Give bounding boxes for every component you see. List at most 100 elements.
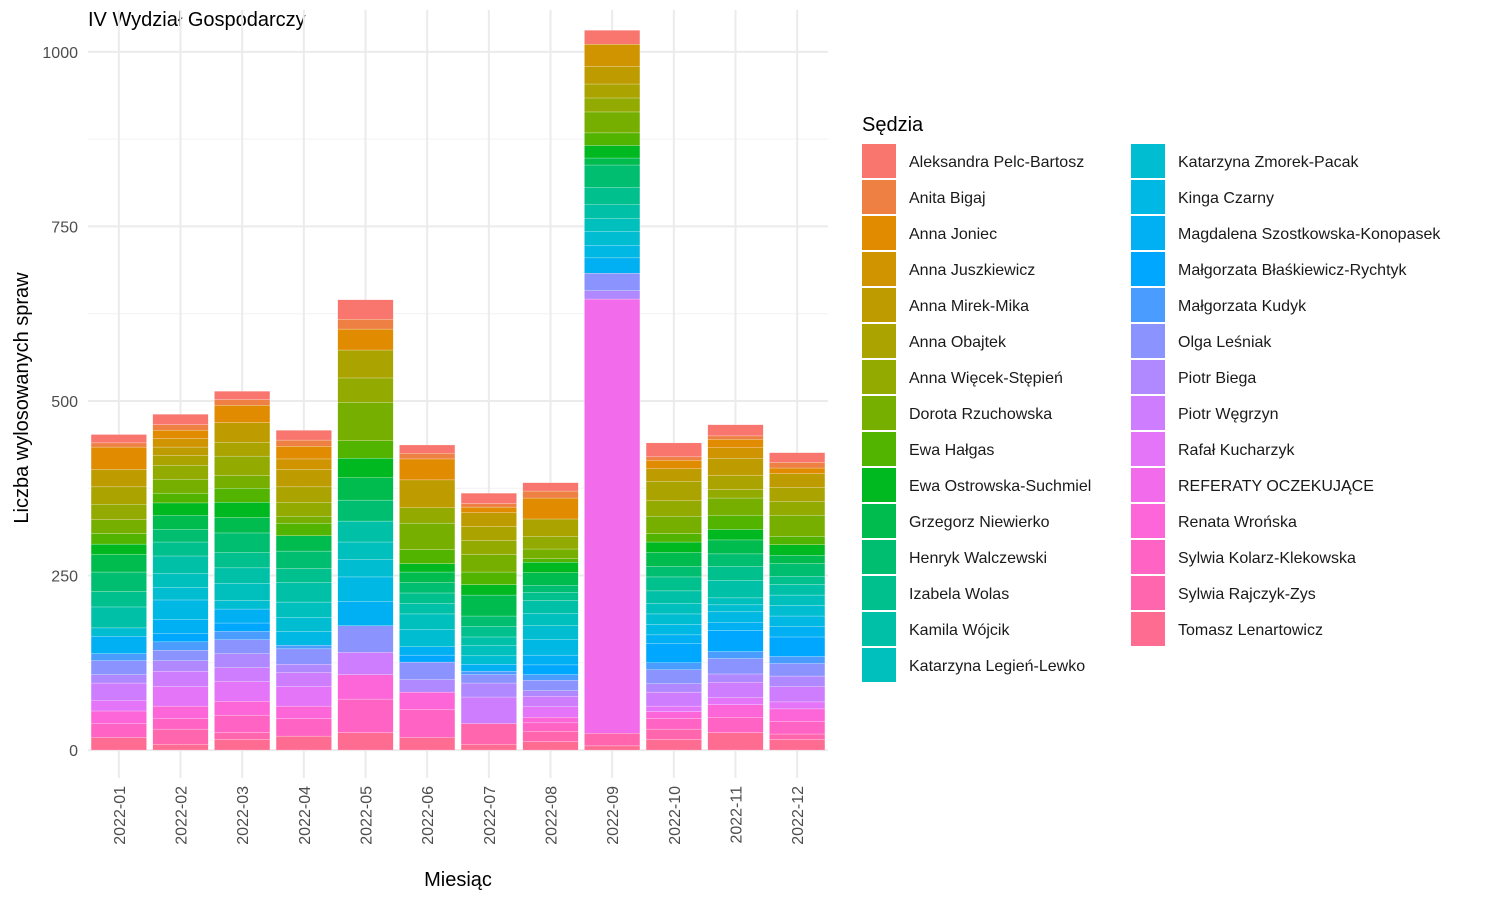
legend-item: Małgorzata Kudyk <box>1131 288 1307 322</box>
bar-segment: Kinga Czarny: 15 <box>769 615 826 627</box>
bar-segment: Aleksandra Pelc-Bartosz: 12 <box>214 391 271 400</box>
legend-label: Sylwia Rajczyk-Zys <box>1178 586 1316 603</box>
x-tick-label: 2022-08 <box>544 786 561 845</box>
legend-item: Dorota Rzuchowska <box>862 396 1052 430</box>
legend-swatch <box>1131 612 1165 646</box>
bar-segment: Anna Mirek-Mika: 25 <box>90 469 147 488</box>
bar-segment: Tomasz Lenartowicz: 25 <box>337 732 394 751</box>
bar-segment: Anna Mirek-Mika: 12 <box>152 446 209 456</box>
x-tick-label: 2022-11 <box>729 786 746 844</box>
bar-segment: Anna Mirek-Mika: 20 <box>460 512 517 527</box>
bar-stack-2022-11: Tomasz Lenartowicz: 25Sylwia Kolarz-Klek… <box>707 424 764 751</box>
legend-item: Piotr Biega <box>1131 360 1256 394</box>
bar-segment: Magdalena Szostkowska-Konopasek: 22 <box>584 257 641 274</box>
legend-item: Małgorzata Błaśkiewicz-Rychtyk <box>1131 252 1408 286</box>
bar-segment: Anna Obajtek: 25 <box>90 486 147 505</box>
bar-segment: Izabela Wolas: 15 <box>460 626 517 638</box>
bar-segment: Małgorzata Błaśkiewicz-Rychtyk: 14 <box>522 664 579 675</box>
bar-segment: Olga Leśniak: 25 <box>399 661 456 680</box>
bar-segment: Katarzyna Legień-Lewko: 18 <box>522 613 579 626</box>
bar-segment: Grzegorz Niewierko: 20 <box>645 552 702 567</box>
bar-segment: Anna Joniec: 18 <box>275 446 332 460</box>
bar-segment: Katarzyna Zmorek-Pacak: 12 <box>90 627 147 637</box>
bar-segment: Sylwia Kolarz-Klekowska: 22 <box>707 717 764 733</box>
bar-segment: Aleksandra Pelc-Bartosz: 20 <box>645 442 702 458</box>
bar-segment: Małgorzata Błaśkiewicz-Rychtyk: 10 <box>399 654 456 663</box>
bar-segment: Ewa Ostrowska-Suchmiel: 12 <box>399 563 456 573</box>
bar-segment: Piotr Węgrzyn: 15 <box>522 696 579 707</box>
bar-segment: Katarzyna Legień-Lewko: 18 <box>584 218 641 232</box>
bar-segment: Katarzyna Zmorek-Pacak: 25 <box>399 629 456 647</box>
legend-label: Katarzyna Zmorek-Pacak <box>1178 154 1360 171</box>
bar-segment: Piotr Biega: 12 <box>584 290 641 300</box>
bar-segment: Izabela Wolas: 25 <box>584 187 641 205</box>
bar-segment: Olga Leśniak: 22 <box>707 658 764 675</box>
bar-segment: Grzegorz Niewierko: 20 <box>707 539 764 555</box>
bar-segment: Kamila Wójcik: 25 <box>152 555 209 574</box>
legend-item: Piotr Węgrzyn <box>1131 396 1278 430</box>
x-tick-label: 2022-01 <box>112 786 129 845</box>
bar-segment: Henryk Walczewski: 18 <box>152 529 209 543</box>
bar-segment: Tomasz Lenartowicz: 6 <box>584 745 641 751</box>
legend-swatch <box>862 576 896 610</box>
bar-segment: Anna Mirek-Mika: 28 <box>214 422 271 443</box>
bar-segment: Ewa Ostrowska-Suchmiel: 15 <box>522 562 579 573</box>
bar-segment: Katarzyna Legień-Lewko: 15 <box>460 645 517 657</box>
bar-segment: Magdalena Szostkowska-Konopasek: 20 <box>214 608 271 624</box>
x-tick-label: 2022-07 <box>482 786 499 845</box>
bar-segment: Renata Wrońska: 18 <box>152 705 209 719</box>
legend-item: Anna Obajtek <box>862 324 1007 358</box>
x-axis-ticks: 2022-01 2022-02 2022-03 2022-04 2022-05 2022-… <box>112 786 807 845</box>
bar-segment: Sylwia Rajczyk-Zys: 8 <box>769 733 826 740</box>
bar-segment: Małgorzata Kudyk: 10 <box>769 656 826 664</box>
bar-segment: Ewa Hałgas: 20 <box>214 488 271 503</box>
bar-segment: Piotr Biega: 20 <box>460 682 517 698</box>
legend-item: Grzegorz Niewierko <box>862 504 1050 538</box>
bar-segment: Małgorzata Kudyk: 10 <box>645 662 702 670</box>
bar-segment: Izabela Wolas: 15 <box>399 592 456 604</box>
legend-label: Kamila Wójcik <box>909 622 1010 639</box>
bar-segment: Kamila Wójcik: 22 <box>214 567 271 584</box>
bar-segment: Rafał Kucharzyk: 10 <box>707 697 764 705</box>
legend-item: Kamila Wójcik <box>862 612 1010 646</box>
bar-segment: Izabela Wolas: 12 <box>522 592 579 601</box>
bar-segment: Anna Joniec: 12 <box>645 460 702 469</box>
y-axis-title: Liczba wylosowanych spraw <box>11 272 33 524</box>
bar-stack-2022-05: Tomasz Lenartowicz: 25Sylwia Kolarz-Klek… <box>337 299 394 751</box>
legend-label: Grzegorz Niewierko <box>909 514 1050 531</box>
legend-item: Katarzyna Legień-Lewko <box>862 648 1085 682</box>
legend-swatch <box>862 360 896 394</box>
bar-segment: Sylwia Kolarz-Klekowska: 20 <box>90 723 147 738</box>
bar-segment: Anita Bigaj: 9 <box>275 439 332 447</box>
legend-item: Tomasz Lenartowicz <box>1131 612 1323 646</box>
bar-segment: Izabela Wolas: 22 <box>214 552 271 569</box>
bar-segment: Izabela Wolas: 22 <box>90 591 147 608</box>
bar-segment: Sylwia Rajczyk-Zys: 10 <box>214 732 271 740</box>
bar-segment: Ewa Hałgas: 14 <box>152 492 209 504</box>
x-tick-label: 2022-10 <box>667 786 684 845</box>
bar-segment: Piotr Węgrzyn: 38 <box>460 696 517 724</box>
legend-swatch <box>862 612 896 646</box>
legend-swatch <box>1131 252 1165 286</box>
bar-segment: Olga Leśniak: 20 <box>90 660 147 675</box>
bar-segment: Piotr Biega: 15 <box>152 660 209 672</box>
bar-segment: Ewa Hałgas: 5 <box>522 558 579 563</box>
bar-segment: Anna Mirek-Mika: 25 <box>707 458 764 476</box>
bar-segment: Magdalena Szostkowska-Konopasek: 14 <box>522 654 579 666</box>
legend-swatch <box>1131 396 1165 430</box>
bar-segment: Renata Wrońska: 18 <box>769 708 826 722</box>
bar-segment: Katarzyna Zmorek-Pacak: 10 <box>707 604 764 613</box>
legend-swatch <box>1131 144 1165 178</box>
bar-segment: Renata Wrońska: 35 <box>337 674 394 700</box>
bar-segment: Tomasz Lenartowicz: 12 <box>522 741 579 751</box>
bar-segment: Ewa Ostrowska-Suchmiel: 15 <box>707 529 764 541</box>
bar-segment: Anna Joniec: 30 <box>337 328 394 351</box>
bar-segment: Anna Juszkiewicz: 15 <box>275 458 332 470</box>
bar-segment: Kinga Czarny: 15 <box>645 624 702 636</box>
bar-segment: Ewa Hałgas: 18 <box>460 571 517 585</box>
bar-segment: Małgorzata Błaśkiewicz-Rychtyk: 28 <box>645 643 702 664</box>
bar-segment: Ewa Ostrowska-Suchmiel: 22 <box>214 502 271 518</box>
bar-segment: Grzegorz Niewierko: 25 <box>90 554 147 573</box>
bar-segment: Dorota Rzuchowska: 20 <box>152 478 209 494</box>
legend-label: Sylwia Kolarz-Klekowska <box>1178 550 1356 567</box>
